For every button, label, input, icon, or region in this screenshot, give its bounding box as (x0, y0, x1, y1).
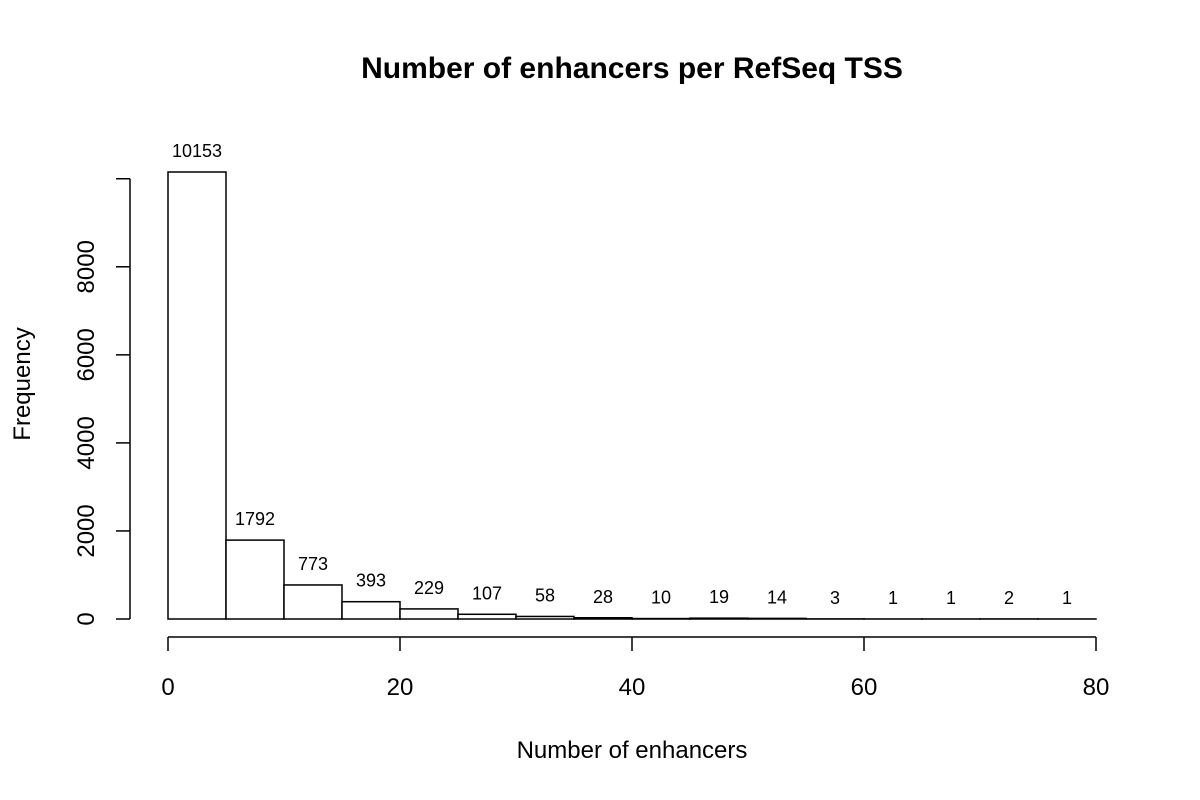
bar-count-label: 2 (1004, 588, 1014, 608)
bar-count-label: 10153 (172, 141, 222, 161)
data-labels-layer: 10153 1792 773 393 229 107 58 28 10 19 14 3 1 1 2 1 (172, 141, 1072, 608)
histogram-bar (457, 613, 517, 620)
histogram-bar (573, 617, 633, 620)
y-axis: 0 2000 4000 6000 8000 (73, 177, 131, 626)
y-axis-tick-label: 6000 (73, 328, 100, 381)
histogram-bar (225, 539, 285, 620)
histogram-bar (167, 171, 227, 620)
bar-count-label: 393 (356, 571, 386, 591)
bar-count-label: 1 (1062, 588, 1072, 608)
chart-title: Number of enhancers per RefSeq TSS (361, 52, 903, 85)
bars-layer (167, 171, 1097, 620)
histogram-bar (399, 608, 459, 620)
y-axis-tick-label: 8000 (73, 240, 100, 293)
bar-count-label: 10 (651, 588, 671, 608)
bar-count-label: 19 (709, 587, 729, 607)
x-axis-tick-label: 0 (161, 674, 174, 701)
bar-count-label: 1792 (235, 509, 275, 529)
histogram-bar (283, 584, 343, 620)
histogram-bar (515, 615, 575, 620)
x-axis-tick-label: 60 (851, 674, 878, 701)
x-axis: 0 20 40 60 80 (161, 636, 1110, 701)
x-axis-tick-label: 80 (1083, 674, 1110, 701)
x-axis-tick-label: 20 (387, 674, 414, 701)
bar-count-label: 773 (298, 554, 328, 574)
bar-count-label: 229 (414, 578, 444, 598)
bar-count-label: 1 (946, 588, 956, 608)
y-axis-tick-label: 2000 (73, 504, 100, 557)
bar-count-label: 58 (535, 585, 555, 605)
y-axis-tick-label: 0 (73, 612, 100, 625)
histogram-bar (689, 617, 749, 620)
histogram-bar (341, 600, 401, 620)
bar-count-label: 3 (830, 588, 840, 608)
bar-count-label: 107 (472, 583, 502, 603)
bar-count-label: 14 (767, 587, 787, 607)
y-axis-label: Frequency (9, 327, 36, 440)
histogram-bar (747, 617, 807, 620)
bar-count-label: 28 (593, 587, 613, 607)
bar-count-label: 1 (888, 588, 898, 608)
x-axis-tick-label: 40 (619, 674, 646, 701)
x-axis-label: Number of enhancers (517, 737, 748, 764)
y-axis-tick-label: 4000 (73, 416, 100, 469)
